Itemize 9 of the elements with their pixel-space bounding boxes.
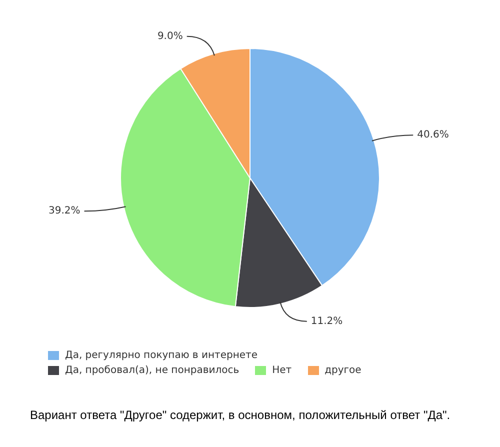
data-label: 39.2% [48,206,80,217]
legend-label: Да, регулярно покупаю в интернете [65,350,258,361]
data-label: 40.6% [417,130,449,141]
legend-label: другое [324,365,362,376]
legend-label: Да, пробовал(а), не понравилось [65,365,240,376]
data-label: 9.0% [157,30,183,42]
data-label: 11.2% [310,316,343,327]
legend-label: Нет [272,365,292,376]
text: Вариант ответа "Другое" содержит, в основном, положительный ответ "Да". [29,408,452,422]
